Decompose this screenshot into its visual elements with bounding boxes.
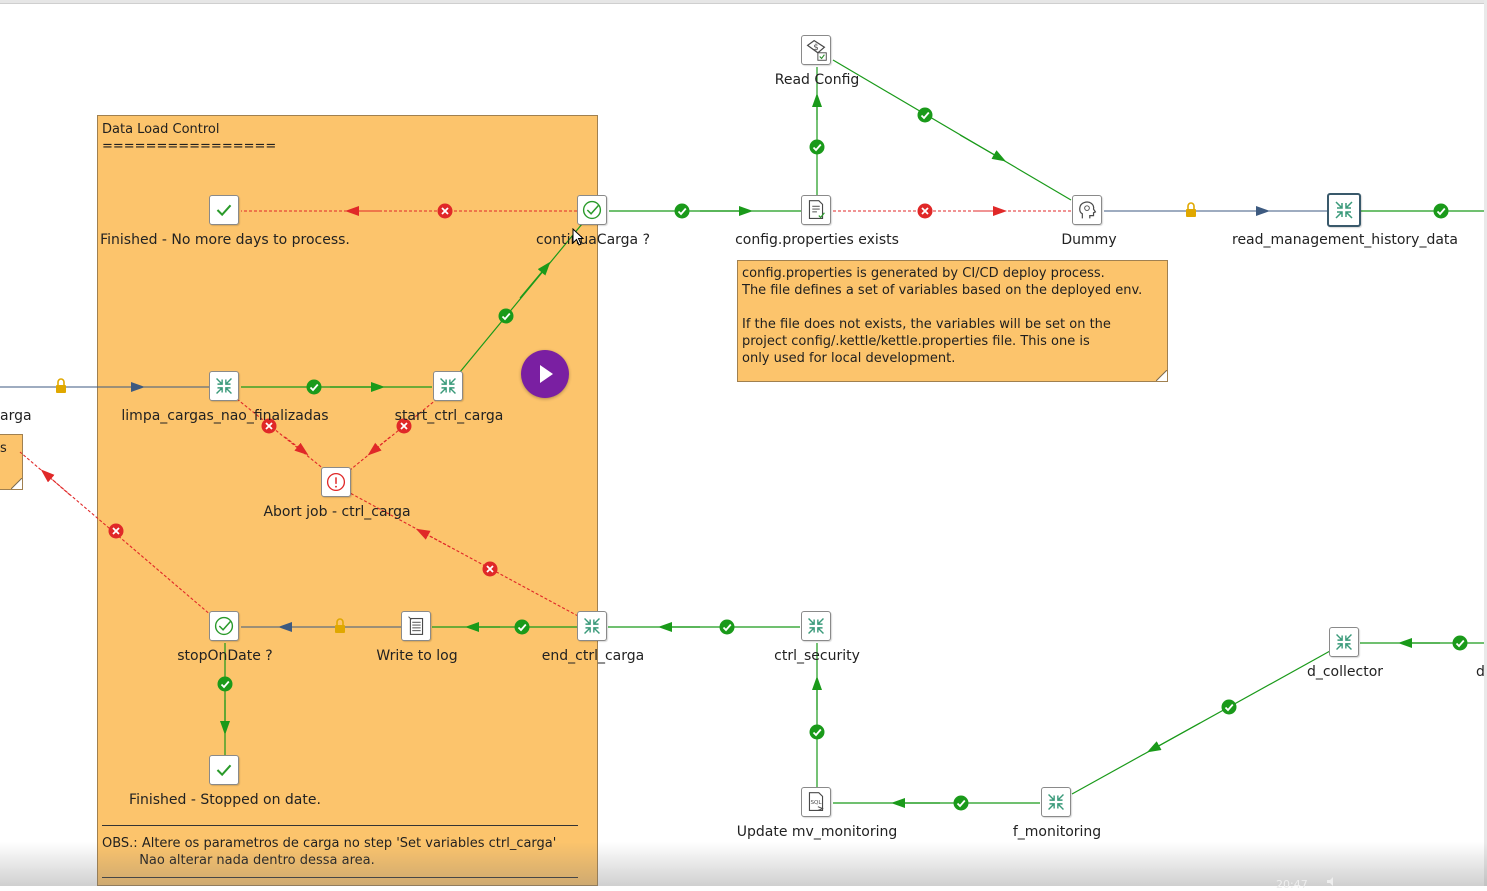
finished-no-more-days-label: Finished - No more days to process.	[100, 232, 350, 248]
end-ctrl-carga-step[interactable]	[577, 611, 607, 641]
f-monitoring-label: f_monitoring	[1012, 824, 1102, 840]
transformation-icon	[1335, 201, 1353, 219]
clock-text: 20:47	[1276, 878, 1308, 891]
update-mv-monitoring-step[interactable]: SQL	[801, 787, 831, 817]
end-ctrl-carga-label: end_ctrl_carga	[541, 648, 645, 664]
finished-stopped-label: Finished - Stopped on date.	[129, 792, 321, 808]
sql-script-icon: SQL	[808, 792, 824, 811]
volume-icon[interactable]	[1326, 877, 1340, 886]
success-hops	[224, 59, 1487, 804]
update-mv-monitoring-label: Update mv_monitoring	[736, 824, 898, 840]
canvas-right-edge	[1484, 0, 1487, 886]
d-partial-label: d	[1476, 664, 1485, 680]
transformation-icon	[216, 378, 232, 394]
svg-text:SQL: SQL	[810, 800, 822, 806]
read-config-step[interactable]: $	[801, 35, 831, 65]
check-circle-icon	[582, 200, 602, 220]
check-circle-icon	[214, 616, 234, 636]
svg-text:$: $	[813, 42, 818, 52]
dummy-head-icon	[1079, 201, 1097, 219]
config-properties-exists-step[interactable]	[801, 195, 831, 225]
note-fold-corner	[1156, 370, 1167, 381]
note-config-info[interactable]: config.properties is generated by CI/CD …	[737, 260, 1168, 382]
run-button[interactable]	[521, 350, 569, 398]
continua-carga-label: continuaCarga ?	[535, 232, 651, 248]
file-check-icon	[808, 200, 825, 219]
note-divider-top	[102, 825, 578, 826]
check-icon	[216, 764, 232, 777]
write-to-log-step[interactable]	[401, 611, 431, 641]
dummy-step[interactable]	[1072, 195, 1102, 225]
note-left-partial[interactable]: s	[0, 434, 23, 490]
transformation-icon	[440, 378, 456, 394]
stop-on-date-step[interactable]	[209, 611, 239, 641]
bottom-overlay-bar	[0, 842, 1487, 886]
mouse-cursor-icon	[572, 228, 585, 246]
note-data-load-control[interactable]: Data Load Control ================ OBS.:…	[97, 115, 598, 886]
finished-no-more-days-step[interactable]	[209, 195, 239, 225]
canvas-top-border	[0, 0, 1487, 4]
unconditional-arrows	[115, 206, 1270, 632]
write-to-log-label: Write to log	[376, 648, 458, 664]
note-obs: OBS.: Altere os parametros de carga no s…	[102, 835, 556, 869]
transformation-icon	[1336, 634, 1352, 650]
stop-on-date-label: stopOnDate ?	[177, 648, 273, 664]
dummy-label: Dummy	[1061, 232, 1117, 248]
read-management-history-data-label: read_management_history_data	[1232, 232, 1458, 248]
continua-carga-step[interactable]	[577, 195, 607, 225]
log-icon	[408, 616, 424, 635]
finished-stopped-step[interactable]	[209, 755, 239, 785]
start-ctrl-carga-label: start_ctrl_carga	[394, 408, 504, 424]
read-config-label: Read Config	[774, 72, 860, 88]
check-icon	[216, 204, 232, 217]
hop-badges	[55, 106, 1469, 812]
ctrl-security-step[interactable]	[801, 611, 831, 641]
transformation-icon	[808, 618, 824, 634]
transformation-icon	[584, 618, 600, 634]
note-left-partial-text: s	[0, 441, 7, 456]
abort-icon	[326, 472, 346, 492]
carga-partial-label: arga	[0, 408, 32, 424]
error-arrows	[40, 206, 1007, 548]
note-config-text: config.properties is generated by CI/CD …	[742, 266, 1143, 366]
note-title: Data Load Control ================	[102, 122, 277, 154]
limpa-cargas-step[interactable]	[209, 371, 239, 401]
d-collector-step[interactable]	[1329, 627, 1359, 657]
read-config-icon: $	[806, 39, 827, 61]
config-properties-exists-label: config.properties exists	[735, 232, 899, 248]
note-fold-corner-left	[11, 478, 22, 489]
f-monitoring-step[interactable]	[1041, 787, 1071, 817]
abort-job-label: Abort job - ctrl_carga	[263, 504, 411, 520]
unconditional-hops	[0, 210, 1329, 628]
start-ctrl-carga-step[interactable]	[433, 371, 463, 401]
limpa-cargas-label: limpa_cargas_nao_finalizadas	[121, 408, 329, 424]
play-icon	[540, 365, 553, 383]
ctrl-security-label: ctrl_security	[774, 648, 860, 664]
read-management-history-data-step[interactable]	[1327, 193, 1361, 227]
transformation-icon	[1048, 794, 1064, 810]
note-divider-bottom	[102, 877, 578, 878]
success-arrows	[220, 93, 1440, 808]
d-collector-label: d_collector	[1306, 664, 1384, 680]
abort-job-step[interactable]	[321, 467, 351, 497]
